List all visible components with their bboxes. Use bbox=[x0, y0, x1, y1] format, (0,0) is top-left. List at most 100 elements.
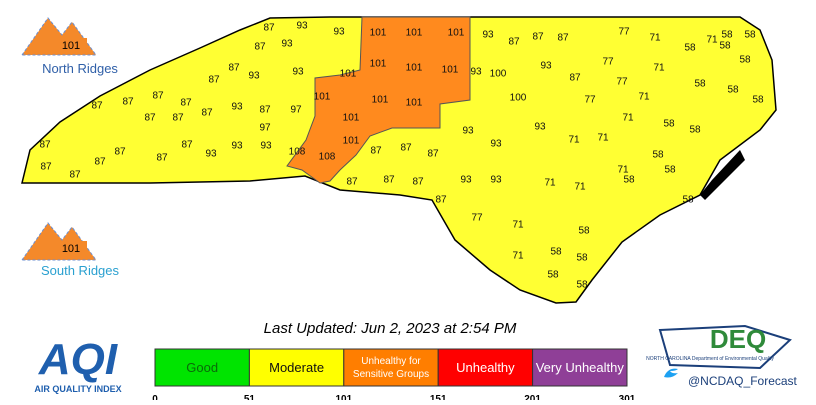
twitter-handle: @NCDAQ_Forecast bbox=[688, 374, 798, 388]
county-aqi: 58 bbox=[721, 30, 733, 41]
ridge-value: 101 bbox=[62, 40, 80, 52]
county-aqi: 58 bbox=[739, 55, 751, 66]
county-aqi: 101 bbox=[314, 92, 331, 103]
county-aqi: 93 bbox=[205, 149, 217, 160]
aqi-logo-text: AQI bbox=[38, 335, 118, 384]
county-aqi: 93 bbox=[462, 126, 474, 137]
county-aqi: 87 bbox=[383, 175, 395, 186]
county-aqi: 77 bbox=[584, 95, 596, 106]
coast-water bbox=[700, 150, 745, 200]
county-aqi: 93 bbox=[534, 122, 546, 133]
county-aqi: 71 bbox=[544, 178, 556, 189]
county-aqi: 58 bbox=[752, 95, 764, 106]
county-aqi: 87 bbox=[370, 146, 382, 157]
county-aqi: 93 bbox=[231, 141, 243, 152]
county-aqi: 93 bbox=[470, 67, 482, 78]
ridge-label: North Ridges bbox=[42, 61, 118, 76]
county-aqi: 87 bbox=[208, 75, 220, 86]
county-aqi: 93 bbox=[490, 175, 502, 186]
county-aqi: 87 bbox=[427, 149, 439, 160]
legend-swatch bbox=[437, 348, 534, 387]
legend-label: Good bbox=[186, 360, 218, 375]
deq-text: DEQ bbox=[710, 324, 766, 354]
county-aqi: 93 bbox=[260, 141, 272, 152]
county-aqi: 87 bbox=[91, 101, 103, 112]
county-aqi: 97 bbox=[259, 123, 271, 134]
county-aqi: 71 bbox=[653, 63, 665, 74]
county-aqi: 77 bbox=[618, 27, 630, 38]
county-aqi: 71 bbox=[597, 133, 609, 144]
county-aqi: 71 bbox=[706, 35, 718, 46]
north-ridges: 101 North Ridges bbox=[21, 17, 118, 76]
map bbox=[21, 16, 777, 304]
county-aqi: 87 bbox=[263, 23, 275, 34]
county-aqi: 58 bbox=[576, 280, 588, 291]
county-aqi: 71 bbox=[638, 92, 650, 103]
county-aqi: 93 bbox=[231, 102, 243, 113]
legend-swatch bbox=[343, 348, 439, 387]
county-aqi: 71 bbox=[649, 33, 661, 44]
county-aqi: 108 bbox=[289, 147, 306, 158]
county-aqi: 87 bbox=[172, 113, 184, 124]
county-aqi: 87 bbox=[201, 108, 213, 119]
legend-label: Unhealthy bbox=[456, 360, 515, 375]
county-aqi: 93 bbox=[248, 71, 260, 82]
county-aqi: 97 bbox=[290, 105, 302, 116]
legend-swatch bbox=[248, 348, 345, 387]
twitter-icon bbox=[664, 368, 678, 378]
county-aqi: 93 bbox=[296, 21, 308, 32]
aqi-logo: AQI AIR QUALITY INDEX bbox=[34, 335, 121, 394]
county-aqi: 101 bbox=[372, 95, 389, 106]
legend-tick: 0 bbox=[152, 394, 158, 400]
county-aqi: 71 bbox=[568, 135, 580, 146]
county-aqi: 58 bbox=[578, 226, 590, 237]
county-aqi: 87 bbox=[180, 98, 192, 109]
county-aqi: 71 bbox=[617, 165, 629, 176]
county-aqi: 77 bbox=[602, 57, 614, 68]
county-aqi: 87 bbox=[254, 42, 266, 53]
county-aqi: 93 bbox=[460, 175, 472, 186]
county-aqi: 101 bbox=[370, 28, 387, 39]
county-aqi: 87 bbox=[557, 33, 569, 44]
county-aqi: 87 bbox=[532, 32, 544, 43]
county-aqi: 87 bbox=[39, 140, 51, 151]
deq-sub: NORTH CAROLINA Department of Environment… bbox=[646, 356, 774, 362]
county-aqi: 87 bbox=[181, 140, 193, 151]
county-aqi: 58 bbox=[664, 165, 676, 176]
usg-region bbox=[286, 16, 471, 184]
ridge-value-box bbox=[55, 241, 87, 255]
county-aqi: 58 bbox=[682, 195, 694, 206]
county-aqi: 93 bbox=[540, 61, 552, 72]
county-aqi: 58 bbox=[550, 247, 562, 258]
south-ridges: 101 South Ridges bbox=[21, 222, 120, 278]
county-aqi: 108 bbox=[319, 152, 336, 163]
county-aqi: 93 bbox=[482, 30, 494, 41]
county-aqi: 71 bbox=[512, 251, 524, 262]
county-aqi: 87 bbox=[435, 195, 447, 206]
legend-swatch bbox=[154, 348, 250, 387]
legend-tick: 51 bbox=[244, 394, 256, 400]
county-aqi: 87 bbox=[152, 91, 164, 102]
county-aqi: 87 bbox=[400, 143, 412, 154]
ridge-value: 101 bbox=[62, 243, 80, 255]
county-aqi: 101 bbox=[343, 113, 360, 124]
county-aqi: 71 bbox=[512, 220, 524, 231]
deq-logo: DEQ NORTH CAROLINA Department of Environ… bbox=[646, 324, 797, 388]
county-aqi: 58 bbox=[684, 43, 696, 54]
county-aqi: 77 bbox=[471, 213, 483, 224]
legend-tick: 201 bbox=[524, 394, 541, 400]
county-aqi: 87 bbox=[412, 177, 424, 188]
county-aqi: 58 bbox=[652, 150, 664, 161]
county-aqi: 77 bbox=[616, 77, 628, 88]
county-aqi: 58 bbox=[694, 79, 706, 90]
county-aqi: 87 bbox=[114, 147, 126, 158]
county-aqi: 101 bbox=[442, 65, 459, 76]
county-aqi: 87 bbox=[69, 170, 81, 181]
last-updated: Last Updated: Jun 2, 2023 at 2:54 PM bbox=[264, 320, 517, 337]
county-aqi: 58 bbox=[547, 270, 559, 281]
county-aqi: 101 bbox=[406, 63, 423, 74]
legend: Good Moderate Unhealthy for Sensitive Group… bbox=[152, 348, 636, 405]
county-aqi: 87 bbox=[569, 73, 581, 84]
